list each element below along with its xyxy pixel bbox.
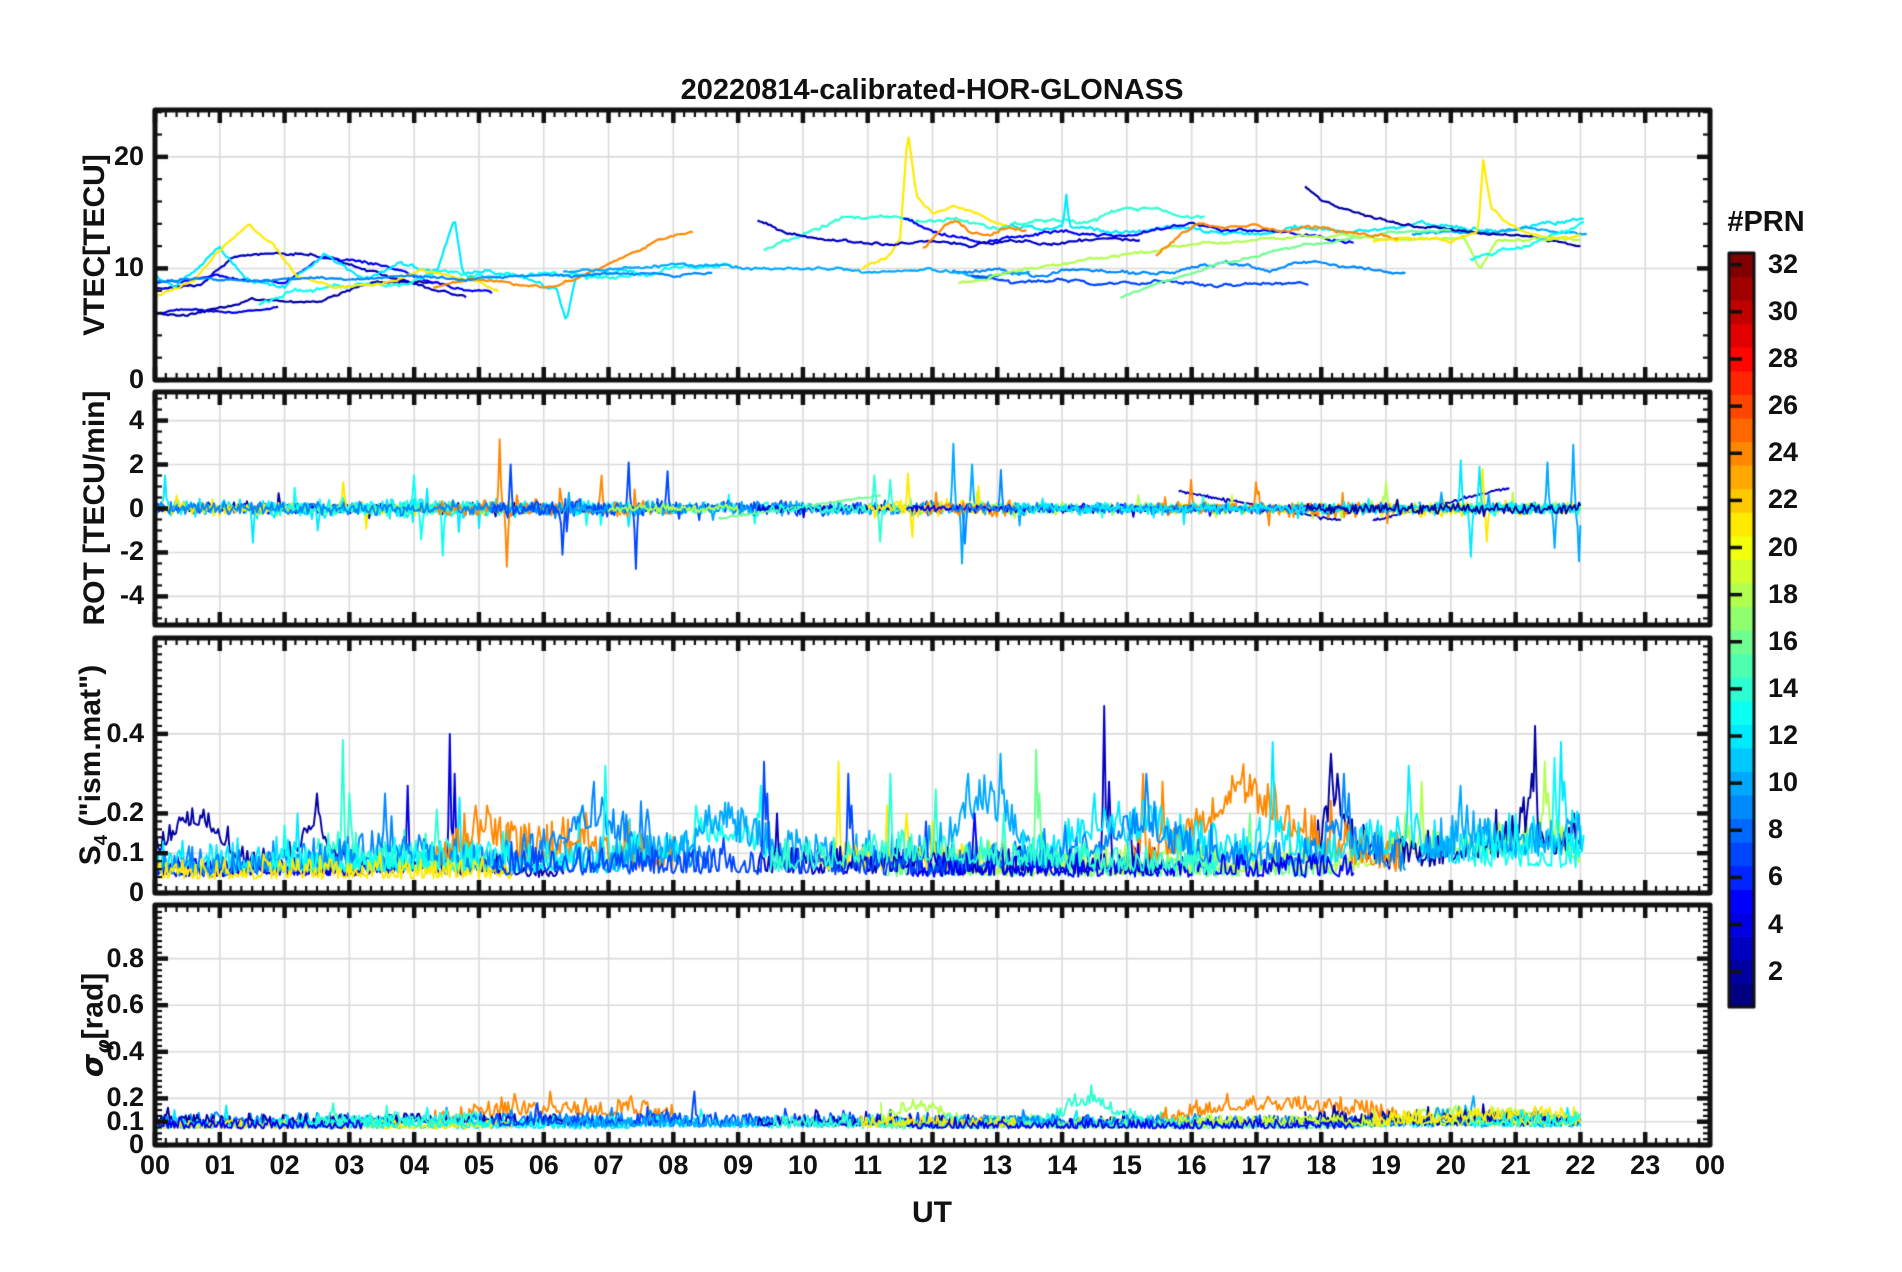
y-tick-label-s4: 0.2 [106, 797, 144, 828]
x-tick-label: 11 [853, 1150, 882, 1180]
y-tick-label-rot: 2 [128, 448, 144, 479]
colorbar-tick-label: 2 [1768, 955, 1784, 986]
colorbar-tick-label: 20 [1768, 531, 1799, 562]
colorbar-tick-label: 28 [1768, 343, 1799, 374]
x-tick-label: 09 [723, 1150, 754, 1180]
colorbar-tick-label: 30 [1768, 295, 1799, 326]
y-axis-label-s4: S4 ("ism.mat") [74, 664, 111, 866]
colorbar-tick-label: 26 [1768, 390, 1799, 421]
y-tick-label-rot: -2 [119, 536, 144, 567]
x-tick-label: 17 [1241, 1150, 1272, 1180]
colorbar-tick-label: 12 [1768, 720, 1799, 751]
colorbar-tick-label: 6 [1768, 861, 1784, 892]
x-tick-label: 21 [1500, 1150, 1531, 1180]
colorbar-tick-label: 22 [1768, 484, 1799, 515]
x-tick-label: 15 [1111, 1150, 1142, 1180]
y-tick-label-vtec: 0 [128, 364, 144, 394]
y-tick-label-sigma_phi: 0.6 [106, 989, 144, 1020]
x-tick-label: 07 [593, 1150, 624, 1180]
colorbar-tick-label: 18 [1768, 578, 1799, 609]
colorbar-title: #PRN [1727, 206, 1805, 238]
x-tick-label: 01 [204, 1150, 235, 1180]
x-tick-label: 00 [139, 1150, 171, 1180]
x-tick-label: 08 [658, 1150, 689, 1180]
y-tick-label-sigma_phi: 0.2 [106, 1082, 144, 1113]
x-tick-label: 16 [1176, 1150, 1207, 1180]
y-axis-label-vtec: VTEC[TECU] [78, 154, 111, 336]
y-tick-label-s4: 0.4 [106, 717, 144, 748]
x-tick-label: 19 [1371, 1150, 1402, 1180]
x-tick-label: 06 [528, 1150, 559, 1180]
y-tick-label-vtec: 20 [113, 140, 144, 171]
colorbar-tick-label: 24 [1768, 437, 1799, 468]
x-tick-label: 10 [787, 1150, 818, 1180]
x-tick-label: 22 [1565, 1150, 1596, 1180]
x-tick-label: 02 [269, 1150, 300, 1180]
x-tick-label: 03 [334, 1150, 365, 1180]
x-tick-label: 04 [399, 1150, 430, 1180]
y-tick-label-rot: 4 [128, 404, 144, 435]
y-tick-label-s4: 0.1 [106, 837, 144, 868]
y-tick-label-sigma_phi: 0.8 [106, 942, 144, 973]
x-tick-label: 23 [1630, 1150, 1661, 1180]
y-tick-label-rot: 0 [128, 492, 144, 523]
y-tick-label-sigma_phi: 0.1 [106, 1105, 144, 1136]
x-tick-label: 14 [1047, 1150, 1078, 1180]
colorbar-tick-label: 14 [1768, 672, 1799, 703]
chart-title: 20220814-calibrated-HOR-GLONASS [680, 74, 1184, 106]
x-tick-label: 20 [1435, 1150, 1466, 1180]
x-tick-label: 05 [463, 1150, 494, 1180]
x-tick-label: 18 [1306, 1150, 1337, 1180]
y-tick-label-s4: 0 [128, 877, 144, 907]
x-axis-label: UT [912, 1196, 952, 1229]
y-tick-label-sigma_phi: 0 [128, 1129, 144, 1159]
y-tick-label-sigma_phi: 0.4 [106, 1035, 144, 1066]
x-tick-label: 00 [1694, 1150, 1726, 1180]
y-tick-label-rot: -4 [119, 580, 144, 611]
x-tick-label: 12 [917, 1150, 948, 1180]
colorbar-tick-label: 16 [1768, 625, 1799, 656]
colorbar-tick-label: 10 [1768, 767, 1799, 798]
y-tick-label-vtec: 10 [113, 252, 144, 283]
colorbar-tick-label: 4 [1768, 908, 1784, 939]
colorbar-tick-label: 8 [1768, 814, 1784, 845]
x-tick-label: 13 [982, 1150, 1013, 1180]
colorbar-tick-label: 32 [1768, 248, 1799, 279]
